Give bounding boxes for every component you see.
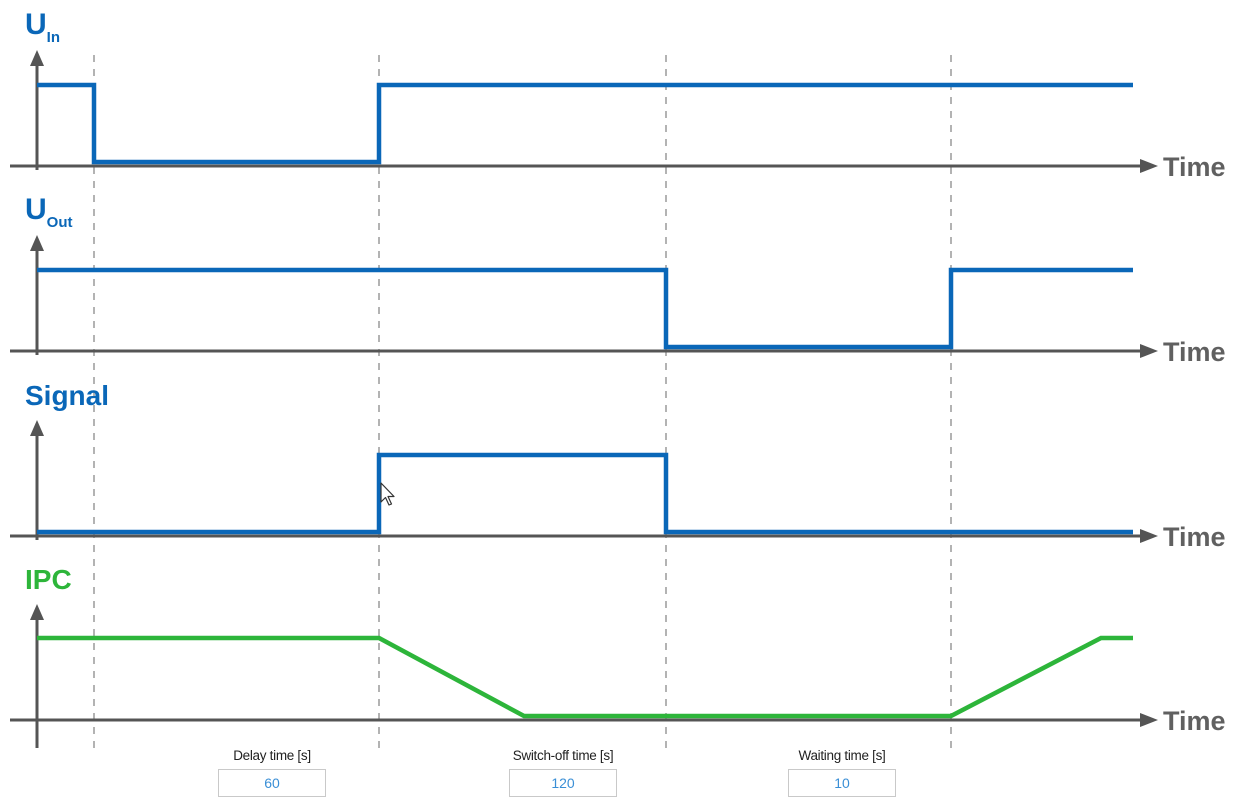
y-axis-arrow-icon [30, 50, 44, 66]
delay-time-input[interactable] [218, 769, 326, 797]
panel-label-main: U [25, 193, 47, 226]
delay-time-label: Delay time [s] [233, 748, 311, 763]
y-axis-arrow-icon [30, 420, 44, 436]
waiting-time-label: Waiting time [s] [798, 748, 886, 763]
panel-label: UIn [25, 8, 60, 46]
panel-label: UOut [25, 193, 73, 231]
waiting-time-param: Waiting time [s] [786, 748, 898, 797]
time-guides [93, 55, 952, 752]
x-axis-arrow-icon [1140, 713, 1158, 727]
switch-off-time-label: Switch-off time [s] [512, 748, 614, 763]
ipc-waveform [37, 635, 1133, 719]
u-out-waveform [37, 267, 1133, 350]
x-axis-arrow-icon [1140, 344, 1158, 358]
switch-off-time-input[interactable] [509, 769, 617, 797]
panel-signal: Time Signal [10, 380, 1226, 552]
panel-label: IPC [25, 564, 72, 595]
signal-waveform [37, 452, 1133, 535]
x-axis-arrow-icon [1140, 529, 1158, 543]
panel-u-in: Time UIn [10, 8, 1226, 182]
x-axis-arrow-icon [1140, 159, 1158, 173]
y-axis-arrow-icon [30, 604, 44, 620]
panel-u-out: Time UOut [10, 193, 1226, 367]
panel-ipc: Time IPC [10, 564, 1226, 748]
panel-label: Signal [25, 380, 109, 411]
u-in-waveform [37, 82, 1133, 165]
axis-label-time: Time [1163, 522, 1226, 552]
mouse-pointer-icon [380, 482, 395, 506]
delay-time-param: Delay time [s] [216, 748, 328, 797]
panel-label-sub: Out [47, 214, 73, 231]
axis-label-time: Time [1163, 706, 1226, 736]
waiting-time-input[interactable] [788, 769, 896, 797]
axis-label-time: Time [1163, 337, 1226, 367]
y-axis-arrow-icon [30, 235, 44, 251]
panel-label-main: U [25, 8, 47, 41]
panel-label-sub: In [47, 29, 60, 46]
axis-label-time: Time [1163, 152, 1226, 182]
switch-off-time-param: Switch-off time [s] [507, 748, 619, 797]
